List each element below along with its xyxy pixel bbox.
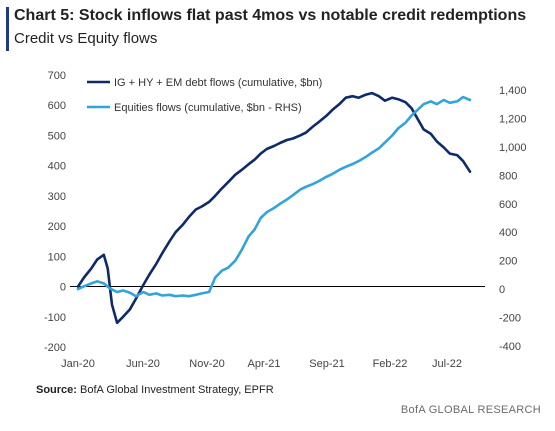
source-label: Source: xyxy=(36,384,77,396)
y-right-tick-label: 600 xyxy=(499,199,517,211)
x-tick-label: Feb-22 xyxy=(373,358,408,370)
y-left-tick-label: 700 xyxy=(48,70,66,82)
y-left-tick-label: 600 xyxy=(48,100,66,112)
x-tick-label: Jan-20 xyxy=(61,358,95,370)
y-left-tick-label: 200 xyxy=(48,221,66,233)
x-tick-label: Apr-21 xyxy=(247,358,280,370)
y-right-tick-label: -400 xyxy=(499,341,521,353)
y-right-tick-label: 1,200 xyxy=(499,113,527,125)
y-right-tick-label: 200 xyxy=(499,256,517,268)
y-left-tick-label: -200 xyxy=(44,342,66,354)
y-left-tick-label: 500 xyxy=(48,130,66,142)
x-tick-label: Sep-21 xyxy=(309,358,344,370)
source-text: BofA Global Investment Strategy, EPFR xyxy=(80,384,274,396)
x-tick-label: Jul-22 xyxy=(432,358,462,370)
legend-debt-label: IG + HY + EM debt flows (cumulative, $bn… xyxy=(114,77,322,89)
x-tick-label: Nov-20 xyxy=(189,358,224,370)
y-left-tick-label: 0 xyxy=(60,282,66,294)
y-right-tick-label: 1,400 xyxy=(499,85,527,97)
y-left-tick-label: 300 xyxy=(48,191,66,203)
y-right-tick-label: 1,000 xyxy=(499,142,527,154)
y-right-tick-label: 0 xyxy=(499,284,505,296)
y-left-tick-label: 400 xyxy=(48,161,66,173)
brand-footer: BofA GLOBAL RESEARCH xyxy=(401,404,541,416)
equity-flows-line xyxy=(78,97,470,296)
y-left-tick-label: -100 xyxy=(44,312,66,324)
source-note: Source: BofA Global Investment Strategy,… xyxy=(36,384,274,396)
y-left-tick-label: 100 xyxy=(48,251,66,263)
y-right-tick-label: 800 xyxy=(499,170,517,182)
y-right-tick-label: 400 xyxy=(499,227,517,239)
x-tick-label: Jun-20 xyxy=(126,358,160,370)
legend-equity-label: Equities flows (cumulative, $bn - RHS) xyxy=(114,102,302,114)
y-right-tick-label: -200 xyxy=(499,313,521,325)
